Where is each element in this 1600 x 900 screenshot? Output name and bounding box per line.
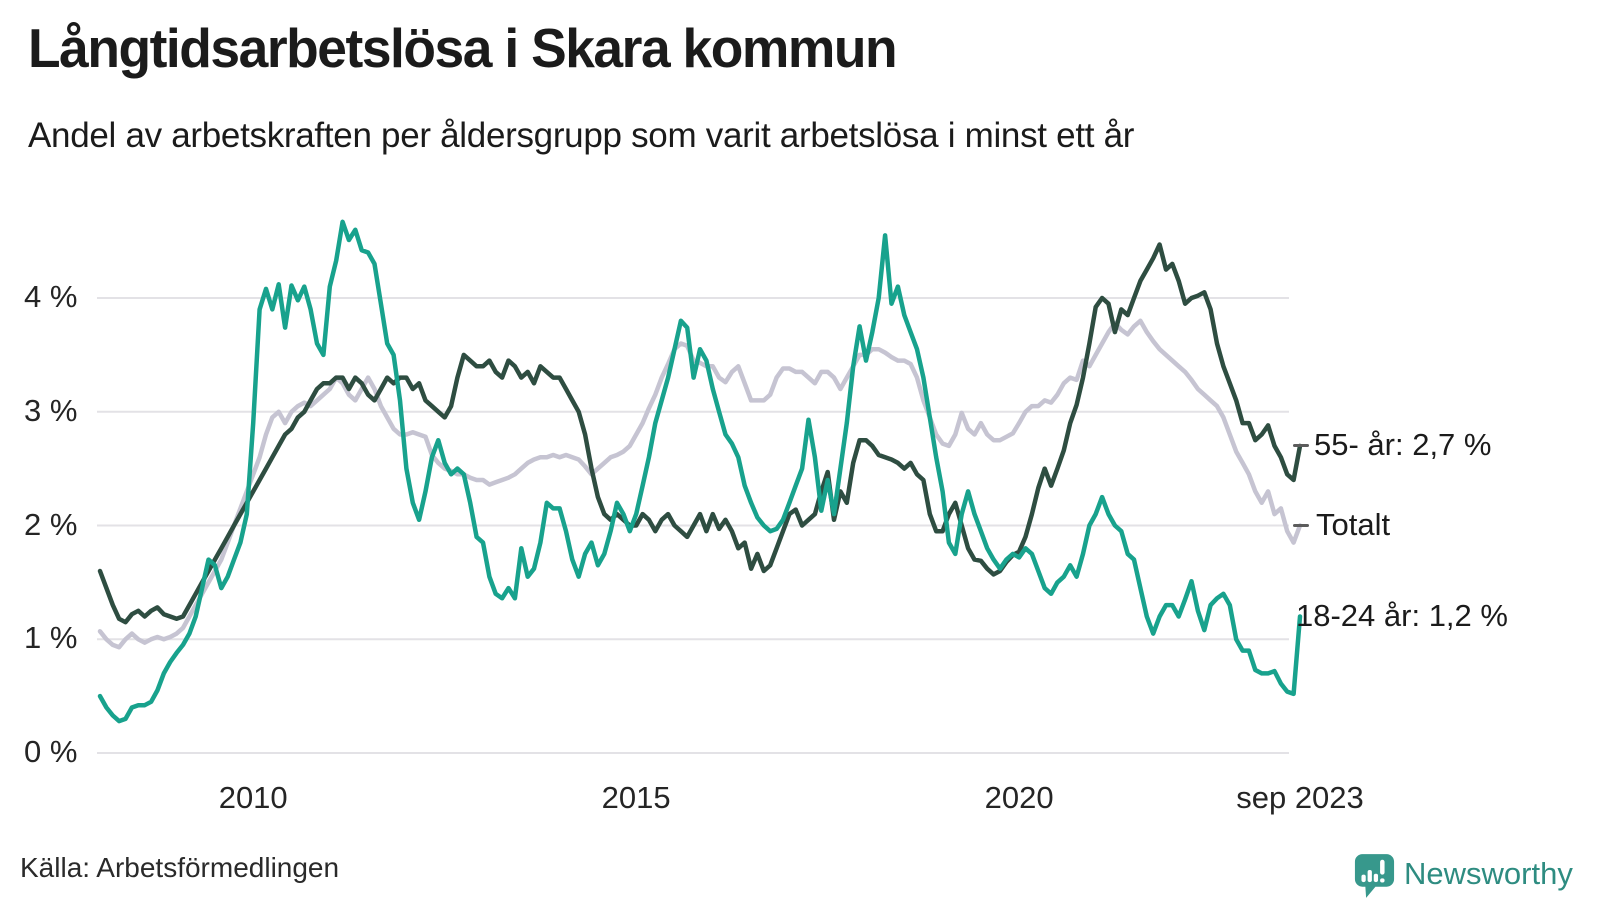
y-axis-label-1: 1 % <box>24 620 78 656</box>
y-axis-label-3: 3 % <box>24 392 78 428</box>
x-axis-label-2020: 2020 <box>984 780 1054 815</box>
label-connector-line-55 <box>1293 443 1309 447</box>
chart-subtitle: Andel av arbetskraften per åldersgrupp s… <box>28 116 1135 155</box>
series-label-55: 55- år: 2,7 % <box>1314 426 1492 462</box>
series-label-18-24: 18-24 år: 1,2 % <box>1296 597 1508 633</box>
newsworthy-brand-text: Newsworthy <box>1404 856 1573 891</box>
y-axis-label-0: 0 % <box>24 734 78 769</box>
series-line-totalt <box>97 318 1303 650</box>
y-axis-label-4: 4 % <box>24 279 78 314</box>
x-axis-label-2015: 2015 <box>601 780 671 815</box>
x-axis-label-sep-2023: sep 2023 <box>1236 780 1364 815</box>
series-line-55-r <box>97 242 1303 625</box>
y-axis-label-2: 2 % <box>24 506 78 542</box>
x-axis-label-2010: 2010 <box>218 780 288 815</box>
newsworthy-logo[interactable]: Newsworthy <box>1354 853 1573 900</box>
series-line-18-24-r <box>97 219 1303 724</box>
series-label-totalt: Totalt <box>1316 506 1391 542</box>
chart-title: Långtidsarbetslösa i Skara kommun <box>28 17 898 79</box>
source-attribution: Källa: Arbetsförmedlingen <box>20 852 340 883</box>
label-connector-line-totalt <box>1293 523 1309 527</box>
newsworthy-logo-icon <box>1354 854 1395 898</box>
